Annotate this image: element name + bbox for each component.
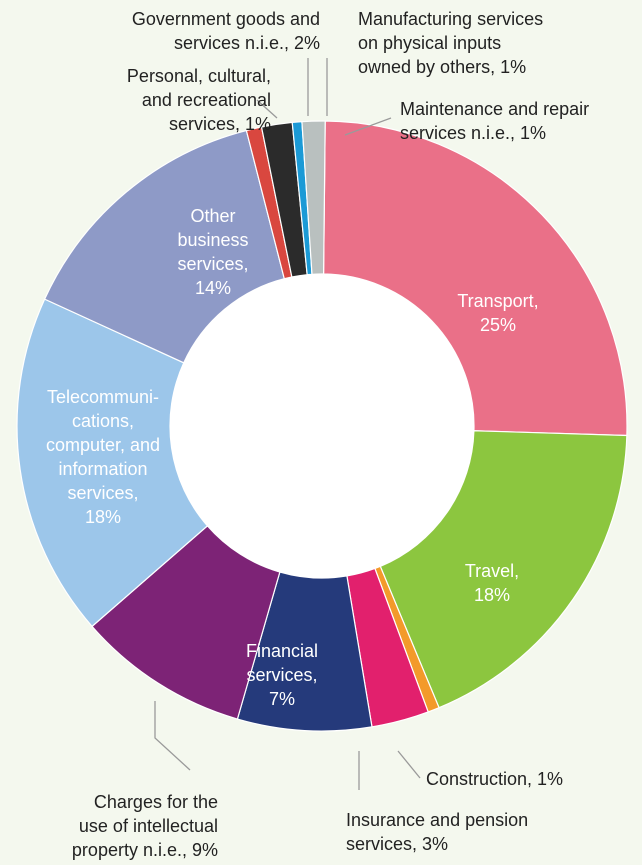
slice-label-line: Telecommuni-	[47, 387, 159, 407]
slice-label-personal-cultural-and-recreational-services: Personal, cultural, and recreational servi…	[127, 66, 271, 134]
slice-label-line: on physical inputs	[358, 33, 501, 53]
slice-label-line: Construction, 1%	[426, 769, 563, 789]
donut-hole	[170, 274, 474, 578]
slice-label-line: Insurance and pension	[346, 810, 528, 830]
slice-label-government-goods-and-services-n-i-e: Government goods and services n.i.e., 2%	[132, 9, 320, 53]
slice-label-construction: Construction, 1%	[426, 769, 563, 789]
slice-label-telecommunications-computer-and-information-services: Telecommuni-cations, computer, and informa…	[46, 387, 160, 527]
slice-label-line: Financial	[246, 641, 318, 661]
slice-label-maintenance-and-repair-services-n-i-e: Maintenance and repair services n.i.e., 1…	[400, 99, 589, 143]
slice-label-line: services n.i.e., 1%	[400, 123, 546, 143]
slice-label-transport: Transport, 25%	[457, 291, 538, 335]
slice-label-financial-services: Financial services, 7%	[246, 641, 318, 709]
labels-layer: Transport, 25% Travel, 18% Construction, 1% I…	[46, 9, 589, 860]
slice-label-line: 18%	[85, 507, 121, 527]
slice-label-line: computer, and	[46, 435, 160, 455]
slice-label-line: Other	[190, 206, 235, 226]
slice-label-line: services n.i.e., 2%	[174, 33, 320, 53]
slice-label-line: services, 1%	[169, 114, 271, 134]
slice-label-line: and recreational	[142, 90, 271, 110]
slices-layer	[16, 120, 628, 732]
slice-travel	[379, 430, 628, 709]
slice-label-line: business	[177, 230, 248, 250]
slice-label-manufacturing-services-on-physical-inputs-owned-by-others: Manufacturing services on physical inputs…	[358, 9, 543, 77]
slice-label-line: services,	[246, 665, 317, 685]
leader-line-maintenance-and-repair-services-n-i-e	[344, 117, 392, 136]
slice-label-line: Personal, cultural,	[127, 66, 271, 86]
slice-label-line: services,	[67, 483, 138, 503]
slice-label-line: 25%	[480, 315, 516, 335]
slice-label-line: Government goods and	[132, 9, 320, 29]
slice-label-line: services,	[177, 254, 248, 274]
slice-label-insurance-and-pension-services: Insurance and pension services, 3%	[346, 810, 528, 854]
slice-label-line: cations,	[72, 411, 134, 431]
slice-label-charges-for-the-use-of-intellectual-property-n-i-e: Charges for the use of intellectual proper…	[72, 792, 218, 860]
leader-line-personal-cultural-and-recreational-services	[256, 99, 278, 119]
slice-label-line: 7%	[269, 689, 295, 709]
slice-label-line: information	[58, 459, 147, 479]
slice-label-line: Charges for the	[94, 792, 218, 812]
slice-label-line: 18%	[474, 585, 510, 605]
leader-line-construction	[397, 750, 421, 779]
slice-telecommunications-computer-and-information-services	[16, 298, 209, 628]
slice-label-other-business-services: Other business services, 14%	[177, 206, 248, 298]
slice-label-travel: Travel, 18%	[465, 561, 519, 605]
slice-label-line: Manufacturing services	[358, 9, 543, 29]
slice-label-line: services, 3%	[346, 834, 448, 854]
leaders-layer	[154, 58, 421, 790]
slice-label-line: owned by others, 1%	[358, 57, 526, 77]
slice-label-line: 14%	[195, 278, 231, 298]
slice-label-line: Transport,	[457, 291, 538, 311]
leader-line-charges-for-the-use-of-intellectual-property-n-i-e	[154, 701, 191, 771]
slice-label-line: use of intellectual	[79, 816, 218, 836]
slice-label-line: property n.i.e., 9%	[72, 840, 218, 860]
slice-label-line: Maintenance and repair	[400, 99, 589, 119]
slice-label-line: Travel,	[465, 561, 519, 581]
